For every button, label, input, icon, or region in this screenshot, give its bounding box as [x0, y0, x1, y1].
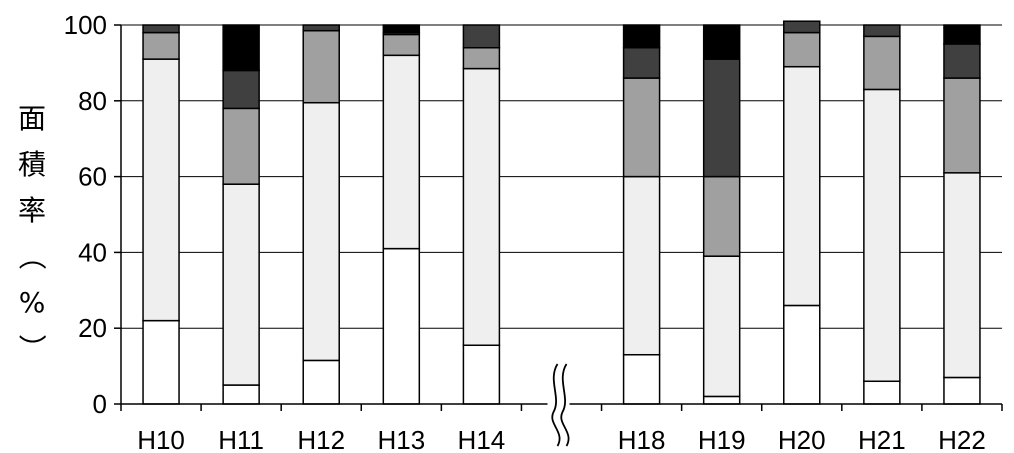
bar-segment — [462, 67, 501, 347]
bar-segment — [943, 376, 981, 405]
bar-segment — [222, 69, 260, 110]
bars — [142, 20, 981, 405]
axis-break-mark — [560, 363, 570, 447]
x-category-label: H10 — [137, 425, 185, 453]
bar-segment — [142, 58, 180, 322]
bar-segment — [943, 24, 981, 45]
x-category-labels: H10 H11 H12 H13 H14 H18 H19 H20 H21 H22 — [137, 425, 986, 453]
x-category-label: H18 — [618, 425, 666, 453]
bar-segment — [462, 344, 501, 405]
bar-segment — [943, 43, 981, 79]
gridlines — [121, 24, 1002, 329]
bar-segment — [462, 46, 501, 70]
bar-segment — [302, 101, 340, 362]
bar-segment — [702, 58, 741, 178]
bar-segment — [702, 24, 741, 60]
bar-segment — [622, 77, 661, 178]
y-tick-label: 40 — [78, 237, 107, 267]
x-category-label: H11 — [218, 425, 264, 453]
bar-segment — [702, 175, 741, 257]
bar-segment — [783, 31, 821, 68]
bar-segment — [302, 24, 340, 32]
y-tick-label: 20 — [78, 313, 107, 343]
bar-segment — [943, 77, 981, 174]
bar-segment — [222, 384, 260, 405]
y-tick-labels: 0 20 40 60 80 100 — [64, 10, 107, 419]
y-axis-label: 面積率 （% ） — [15, 102, 48, 362]
x-category-label: H19 — [698, 425, 746, 453]
y-tick-label: 0 — [93, 389, 107, 419]
y-axis-label-char: ） — [15, 334, 48, 362]
x-category-label: H20 — [778, 425, 826, 453]
axis-break-mark — [551, 363, 561, 447]
bar-segment — [142, 31, 180, 60]
y-tick-label: 60 — [78, 162, 107, 192]
bar-segment — [622, 175, 661, 356]
bar-segment — [222, 183, 260, 386]
x-category-label: H21 — [858, 425, 906, 453]
bar-segment — [142, 319, 180, 405]
bar-segment — [783, 304, 821, 405]
y-axis-label-char: % — [19, 286, 46, 319]
bar-segment — [302, 359, 340, 405]
axis-break — [547, 363, 570, 447]
y-axis-label-char: 積 — [18, 148, 46, 181]
bar-segment — [222, 107, 260, 185]
x-category-label: H13 — [377, 425, 425, 453]
bar-segment — [943, 172, 981, 379]
bar-segment — [622, 24, 661, 49]
bar-segment — [142, 24, 180, 34]
bar-segment — [863, 24, 901, 38]
bar-segment — [863, 88, 901, 383]
y-axis-label-char: 面 — [18, 102, 46, 135]
bar-segment — [702, 395, 741, 405]
x-category-label: H12 — [297, 425, 345, 453]
bar-segment — [382, 247, 421, 405]
y-axis-label-char: （ — [15, 242, 48, 270]
x-category-label: H22 — [938, 425, 986, 453]
bar-segment — [382, 54, 421, 250]
bar-segment — [302, 29, 340, 104]
bar-segment — [222, 24, 260, 72]
bar-segment — [622, 353, 661, 405]
bar-segment — [462, 24, 501, 49]
bar-segment — [382, 33, 421, 57]
bar-segment — [622, 46, 661, 79]
y-tick-label: 80 — [78, 86, 107, 116]
bar-segment — [863, 35, 901, 91]
bar-segment — [863, 380, 901, 405]
bar-segment — [702, 255, 741, 398]
y-tick-label: 100 — [64, 10, 107, 40]
bar-segment — [382, 24, 421, 34]
bar-segment — [783, 65, 821, 307]
bar-segment — [783, 20, 821, 34]
x-category-label: H14 — [458, 425, 506, 453]
y-axis-label-char: 率 — [18, 194, 46, 227]
